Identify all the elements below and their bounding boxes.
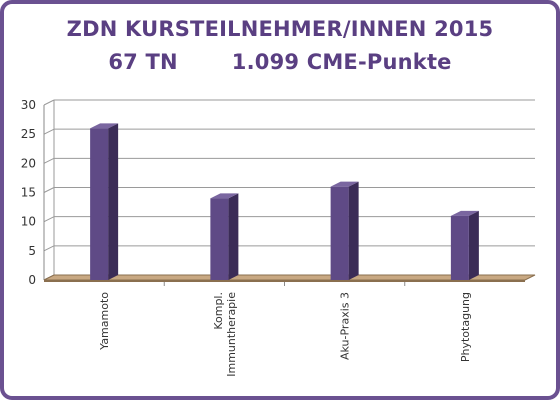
bar-front bbox=[90, 128, 109, 280]
y-tick-label-5: 5 bbox=[28, 244, 36, 258]
chart-floor bbox=[43, 274, 536, 282]
cme-points: 1.099 CME-Punkte bbox=[231, 50, 452, 74]
y-tick-label-0: 0 bbox=[28, 273, 36, 287]
y-tick-labels: 0 5 10 15 20 25 30 bbox=[21, 98, 36, 287]
x-label-2: Aku-Praxis 3 bbox=[339, 292, 352, 360]
grid-side-10 bbox=[43, 216, 55, 223]
bar-side bbox=[468, 210, 479, 280]
bar-side bbox=[228, 193, 239, 280]
y-tick-label-10: 10 bbox=[21, 215, 36, 229]
grid-side-20 bbox=[43, 157, 55, 164]
bar-aku-praxis-3 bbox=[330, 181, 359, 280]
bar-top bbox=[330, 181, 359, 187]
bar-phytotagung bbox=[450, 210, 479, 280]
grid-side-15 bbox=[43, 187, 55, 193]
participants-count: 67 TN bbox=[108, 50, 178, 74]
y-tick-label-30: 30 bbox=[21, 98, 36, 112]
bar-top bbox=[90, 123, 119, 129]
chart-subtitle: 67 TN 1.099 CME-Punkte bbox=[0, 50, 560, 74]
x-label-3: Phytotagung bbox=[459, 292, 472, 362]
chart-title: ZDN KURSTEILNEHMER/INNEN 2015 bbox=[66, 17, 494, 41]
bar-front bbox=[330, 186, 349, 280]
grid-side-30 bbox=[43, 99, 55, 106]
bar-front bbox=[450, 215, 469, 280]
x-label-1: Kompl.Immuntherapie bbox=[212, 292, 238, 377]
y-tick-label-20: 20 bbox=[21, 156, 36, 170]
bar-side bbox=[108, 123, 119, 280]
bar-side bbox=[348, 181, 359, 280]
x-tick-labels: Yamamoto Kompl.Immuntherapie Aku-Praxis 3 P… bbox=[98, 292, 472, 377]
bar-kompl-immuntherapie bbox=[210, 193, 239, 280]
bar-top bbox=[450, 210, 479, 216]
bar-top bbox=[210, 193, 239, 199]
grid-side-25 bbox=[43, 128, 55, 135]
bar-front bbox=[210, 198, 229, 280]
floor-edge bbox=[44, 280, 525, 282]
bar-yamamoto bbox=[90, 123, 119, 280]
bars bbox=[90, 123, 479, 280]
grid-side-5 bbox=[43, 245, 55, 252]
x-label-0: Yamamoto bbox=[98, 292, 111, 351]
y-tick-label-25: 25 bbox=[21, 127, 36, 141]
y-tick-label-15: 15 bbox=[21, 186, 36, 200]
